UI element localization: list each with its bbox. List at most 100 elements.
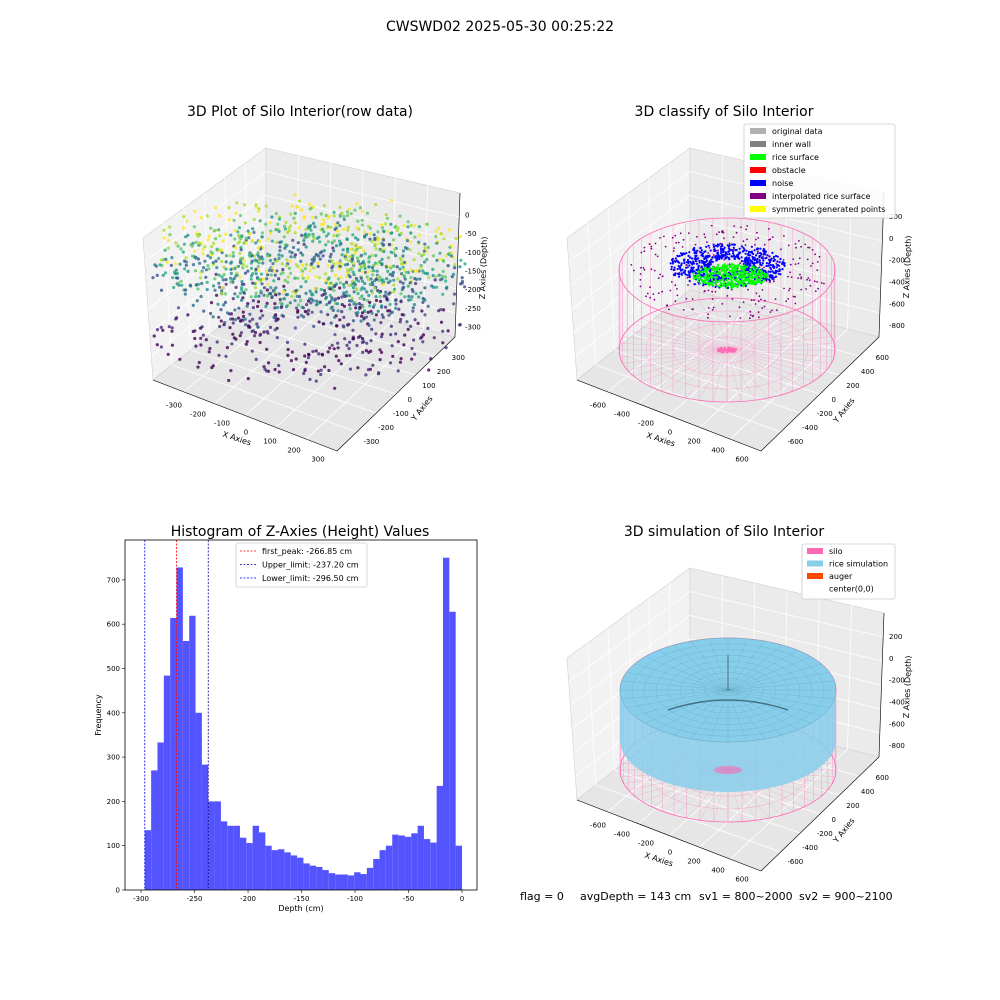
data-point	[299, 259, 303, 263]
data-point	[382, 247, 386, 251]
rice-surface-point	[746, 272, 749, 275]
surface-mesh-spoke	[727, 689, 766, 739]
data-point	[279, 305, 284, 309]
data-point	[360, 253, 364, 257]
simulation-z-axis-label: Z Axies (Depth)	[902, 655, 913, 718]
rice-surface-point	[709, 276, 713, 279]
data-point	[332, 210, 336, 214]
data-point	[378, 348, 382, 352]
surface-mesh-spoke	[727, 650, 798, 691]
surface-mesh-spoke	[727, 663, 822, 691]
histogram-bar	[271, 850, 279, 890]
data-point	[246, 302, 250, 306]
surface-mesh-spoke	[673, 689, 729, 736]
noise-point	[678, 261, 681, 264]
rice-surface-point	[763, 275, 766, 278]
interpolated-point	[669, 289, 672, 292]
data-point	[256, 246, 261, 250]
data-point	[374, 253, 378, 258]
data-point	[329, 225, 333, 229]
interpolated-point	[692, 308, 694, 311]
data-point	[203, 259, 207, 263]
noise-point	[767, 270, 770, 273]
data-point	[238, 275, 242, 279]
noise-point	[687, 254, 690, 257]
noise-point	[708, 260, 711, 263]
data-point	[228, 254, 232, 258]
data-point	[312, 324, 316, 328]
data-point	[317, 254, 321, 258]
y-tick-label: 700	[107, 576, 120, 584]
data-point	[403, 333, 407, 337]
data-point	[314, 275, 318, 279]
data-point	[218, 214, 222, 218]
noise-point	[705, 245, 708, 248]
rice-surface-point	[716, 268, 720, 271]
noise-point	[678, 267, 682, 270]
data-point	[272, 290, 276, 295]
data-point	[342, 291, 346, 295]
data-point	[267, 237, 271, 241]
data-point	[239, 286, 244, 290]
interpolated-point	[673, 247, 675, 250]
data-point	[294, 289, 298, 293]
data-point	[388, 361, 393, 365]
data-point	[410, 357, 414, 361]
data-point	[249, 295, 253, 299]
data-point	[399, 300, 403, 304]
rice-surface-point	[750, 277, 754, 280]
noise-point	[738, 251, 742, 254]
histogram-bar	[455, 845, 463, 890]
data-point	[246, 269, 250, 273]
data-point	[200, 281, 204, 286]
interpolated-point	[810, 265, 812, 267]
histogram-bar	[239, 837, 247, 890]
noise-point	[730, 248, 733, 252]
y-tick-label: 300	[107, 754, 120, 762]
interpolated-point	[751, 315, 754, 318]
y-tick-label: 100	[107, 842, 120, 850]
rice-surface-point	[729, 270, 733, 273]
interpolated-point	[682, 308, 685, 311]
data-point	[183, 292, 187, 296]
data-point	[245, 304, 249, 308]
data-point	[218, 234, 222, 238]
data-point	[348, 275, 352, 279]
data-point	[406, 225, 410, 229]
noise-point	[765, 262, 769, 265]
interpolated-point	[654, 242, 657, 245]
center-point	[729, 347, 732, 349]
rice-surface-point	[755, 273, 758, 276]
data-point	[241, 296, 245, 300]
interpolated-point	[633, 269, 635, 272]
data-point	[338, 224, 342, 228]
interpolated-point	[652, 293, 655, 295]
data-point	[215, 340, 219, 344]
histogram-title: Histogram of Z-Axies (Height) Values	[171, 524, 430, 540]
data-point	[277, 370, 281, 374]
y-tick-label: 400	[861, 788, 874, 796]
center-point	[725, 348, 727, 351]
data-point	[370, 253, 374, 257]
data-point	[265, 277, 269, 281]
interpolated-point	[685, 297, 688, 300]
interpolated-point	[653, 269, 656, 272]
y-tick-label: -400	[802, 424, 818, 432]
data-point	[313, 225, 317, 229]
rice-surface-point	[740, 276, 743, 279]
data-point	[442, 308, 446, 312]
data-point	[398, 280, 402, 284]
data-point	[342, 214, 346, 219]
data-point	[261, 277, 266, 281]
data-point	[366, 270, 370, 274]
data-point	[324, 295, 328, 299]
histogram-bar	[404, 836, 412, 890]
data-point	[244, 241, 248, 245]
data-point	[236, 241, 240, 245]
data-point	[367, 350, 371, 354]
histogram-bar	[417, 825, 424, 890]
x-tick-label: -300	[133, 895, 149, 903]
data-point	[356, 311, 360, 315]
surface-mesh-spoke	[621, 680, 729, 691]
interpolated-point	[676, 294, 679, 297]
